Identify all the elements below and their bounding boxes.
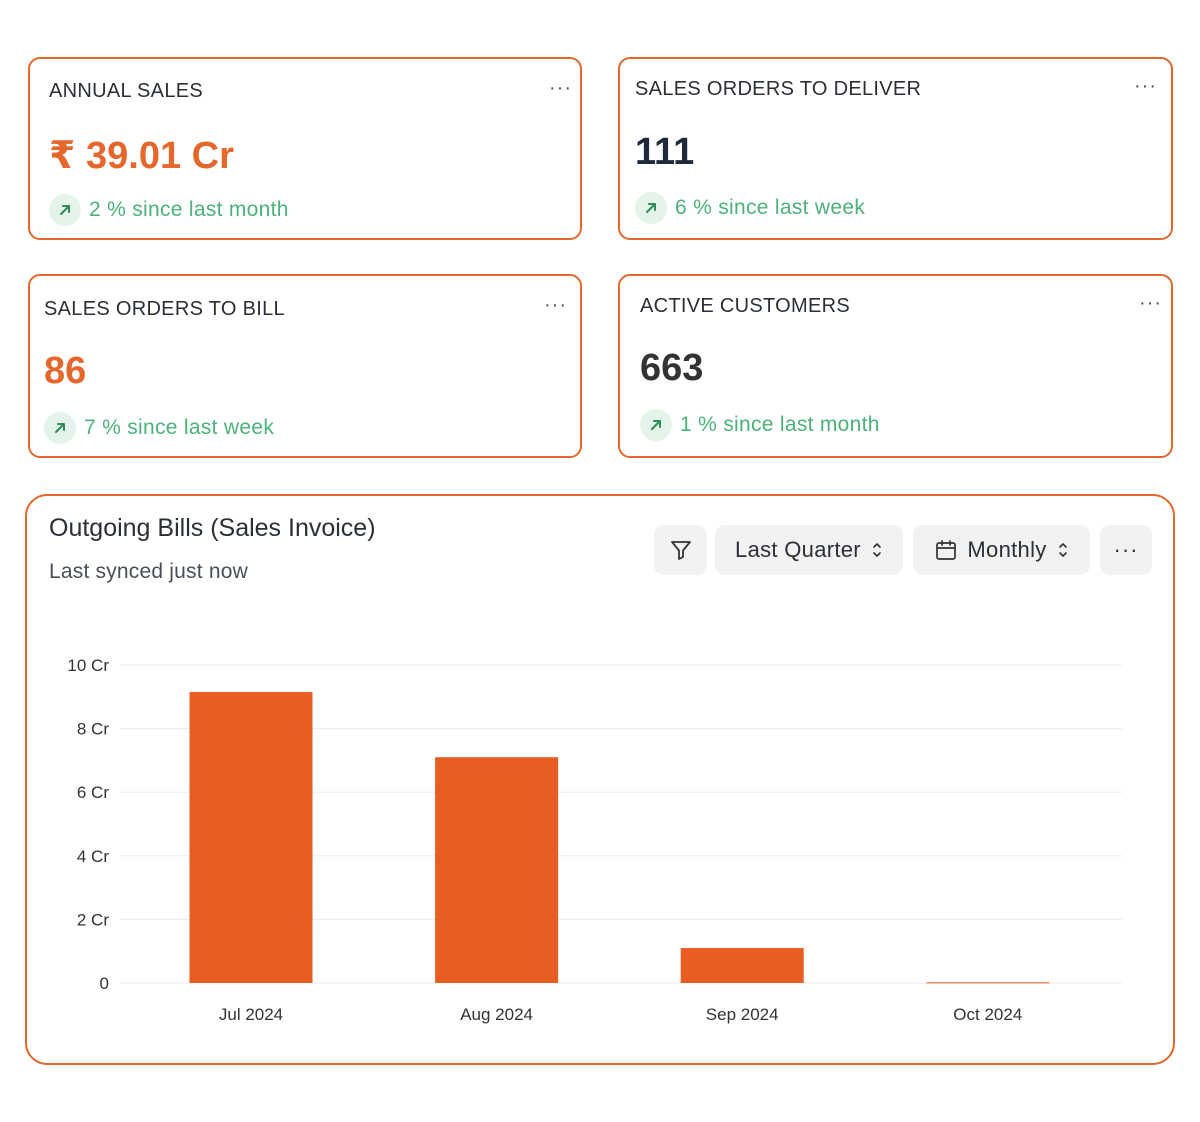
y-tick-label: 0 bbox=[100, 974, 109, 993]
trend-text: 1 % since last month bbox=[680, 413, 880, 436]
card-title: ACTIVE CUSTOMERS bbox=[640, 295, 851, 317]
last-synced-text: Last synced just now bbox=[49, 560, 248, 583]
y-tick-label: 6 Cr bbox=[77, 783, 109, 802]
y-tick-label: 4 Cr bbox=[77, 847, 109, 866]
card-value: ₹ 39.01 Cr bbox=[49, 135, 234, 177]
bar-chart: 0 2 Cr 4 Cr 6 Cr 8 Cr 10 Cr Jul 2024 Aug 2024 S… bbox=[67, 656, 1122, 1024]
card-value: 111 bbox=[635, 131, 695, 173]
trend-indicator: 6 % since last week bbox=[635, 192, 865, 224]
chevron-up-down-icon bbox=[871, 540, 883, 560]
trend-text: 7 % since last week bbox=[84, 416, 275, 439]
card-value: 663 bbox=[640, 347, 704, 389]
filter-button[interactable] bbox=[654, 525, 707, 575]
x-tick-label: Aug 2024 bbox=[460, 1005, 533, 1024]
bar[interactable] bbox=[435, 757, 559, 983]
y-tick-label: 2 Cr bbox=[77, 910, 109, 929]
arrow-up-right-icon bbox=[640, 409, 672, 441]
more-horizontal-icon[interactable]: ··· bbox=[544, 294, 567, 316]
arrow-up-right-icon bbox=[49, 194, 81, 226]
interval-select[interactable]: Monthly bbox=[913, 525, 1090, 575]
chart-title: Outgoing Bills (Sales Invoice) bbox=[49, 514, 376, 542]
stat-card-annual-sales: ANNUAL SALES ··· ₹ 39.01 Cr 2 % since la… bbox=[28, 57, 582, 240]
chevron-up-down-icon bbox=[1057, 540, 1069, 560]
x-tick-label: Oct 2024 bbox=[953, 1005, 1022, 1024]
stat-card-sales-orders-to-deliver: SALES ORDERS TO DELIVER ··· 111 6 % sinc… bbox=[618, 57, 1173, 240]
trend-text: 6 % since last week bbox=[675, 196, 866, 219]
card-title: SALES ORDERS TO BILL bbox=[44, 298, 285, 320]
more-horizontal-icon[interactable]: ··· bbox=[1134, 75, 1157, 97]
arrow-up-right-icon bbox=[44, 412, 76, 444]
card-title: SALES ORDERS TO DELIVER bbox=[635, 78, 922, 100]
y-tick-label: 8 Cr bbox=[77, 720, 109, 739]
bar[interactable] bbox=[189, 692, 313, 983]
filter-icon bbox=[670, 541, 691, 560]
bar[interactable] bbox=[926, 982, 1050, 984]
trend-indicator: 1 % since last month bbox=[640, 409, 880, 441]
bar[interactable] bbox=[680, 948, 804, 983]
period-select[interactable]: Last Quarter bbox=[715, 525, 903, 575]
calendar-icon bbox=[934, 538, 958, 562]
trend-indicator: 7 % since last week bbox=[44, 412, 274, 444]
trend-indicator: 2 % since last month bbox=[49, 194, 289, 226]
outgoing-bills-chart-card: Outgoing Bills (Sales Invoice) Last sync… bbox=[25, 494, 1175, 1065]
x-tick-label: Sep 2024 bbox=[706, 1005, 779, 1024]
more-horizontal-icon[interactable]: ··· bbox=[1139, 292, 1162, 314]
period-select-value: Last Quarter bbox=[735, 537, 861, 562]
stat-card-active-customers: ACTIVE CUSTOMERS ··· 663 1 % since last … bbox=[618, 274, 1173, 458]
y-tick-label: 10 Cr bbox=[67, 656, 109, 675]
chart-menu-button[interactable]: ··· bbox=[1100, 525, 1152, 575]
x-tick-label: Jul 2024 bbox=[219, 1005, 283, 1024]
card-title: ANNUAL SALES bbox=[49, 80, 204, 102]
more-horizontal-icon: ··· bbox=[1113, 537, 1139, 562]
arrow-up-right-icon bbox=[635, 192, 667, 224]
interval-select-value: Monthly bbox=[967, 537, 1047, 562]
more-horizontal-icon[interactable]: ··· bbox=[549, 77, 572, 99]
stat-card-sales-orders-to-bill: SALES ORDERS TO BILL ··· 86 7 % since la… bbox=[28, 274, 582, 458]
trend-text: 2 % since last month bbox=[89, 198, 289, 221]
card-value: 86 bbox=[44, 350, 87, 392]
